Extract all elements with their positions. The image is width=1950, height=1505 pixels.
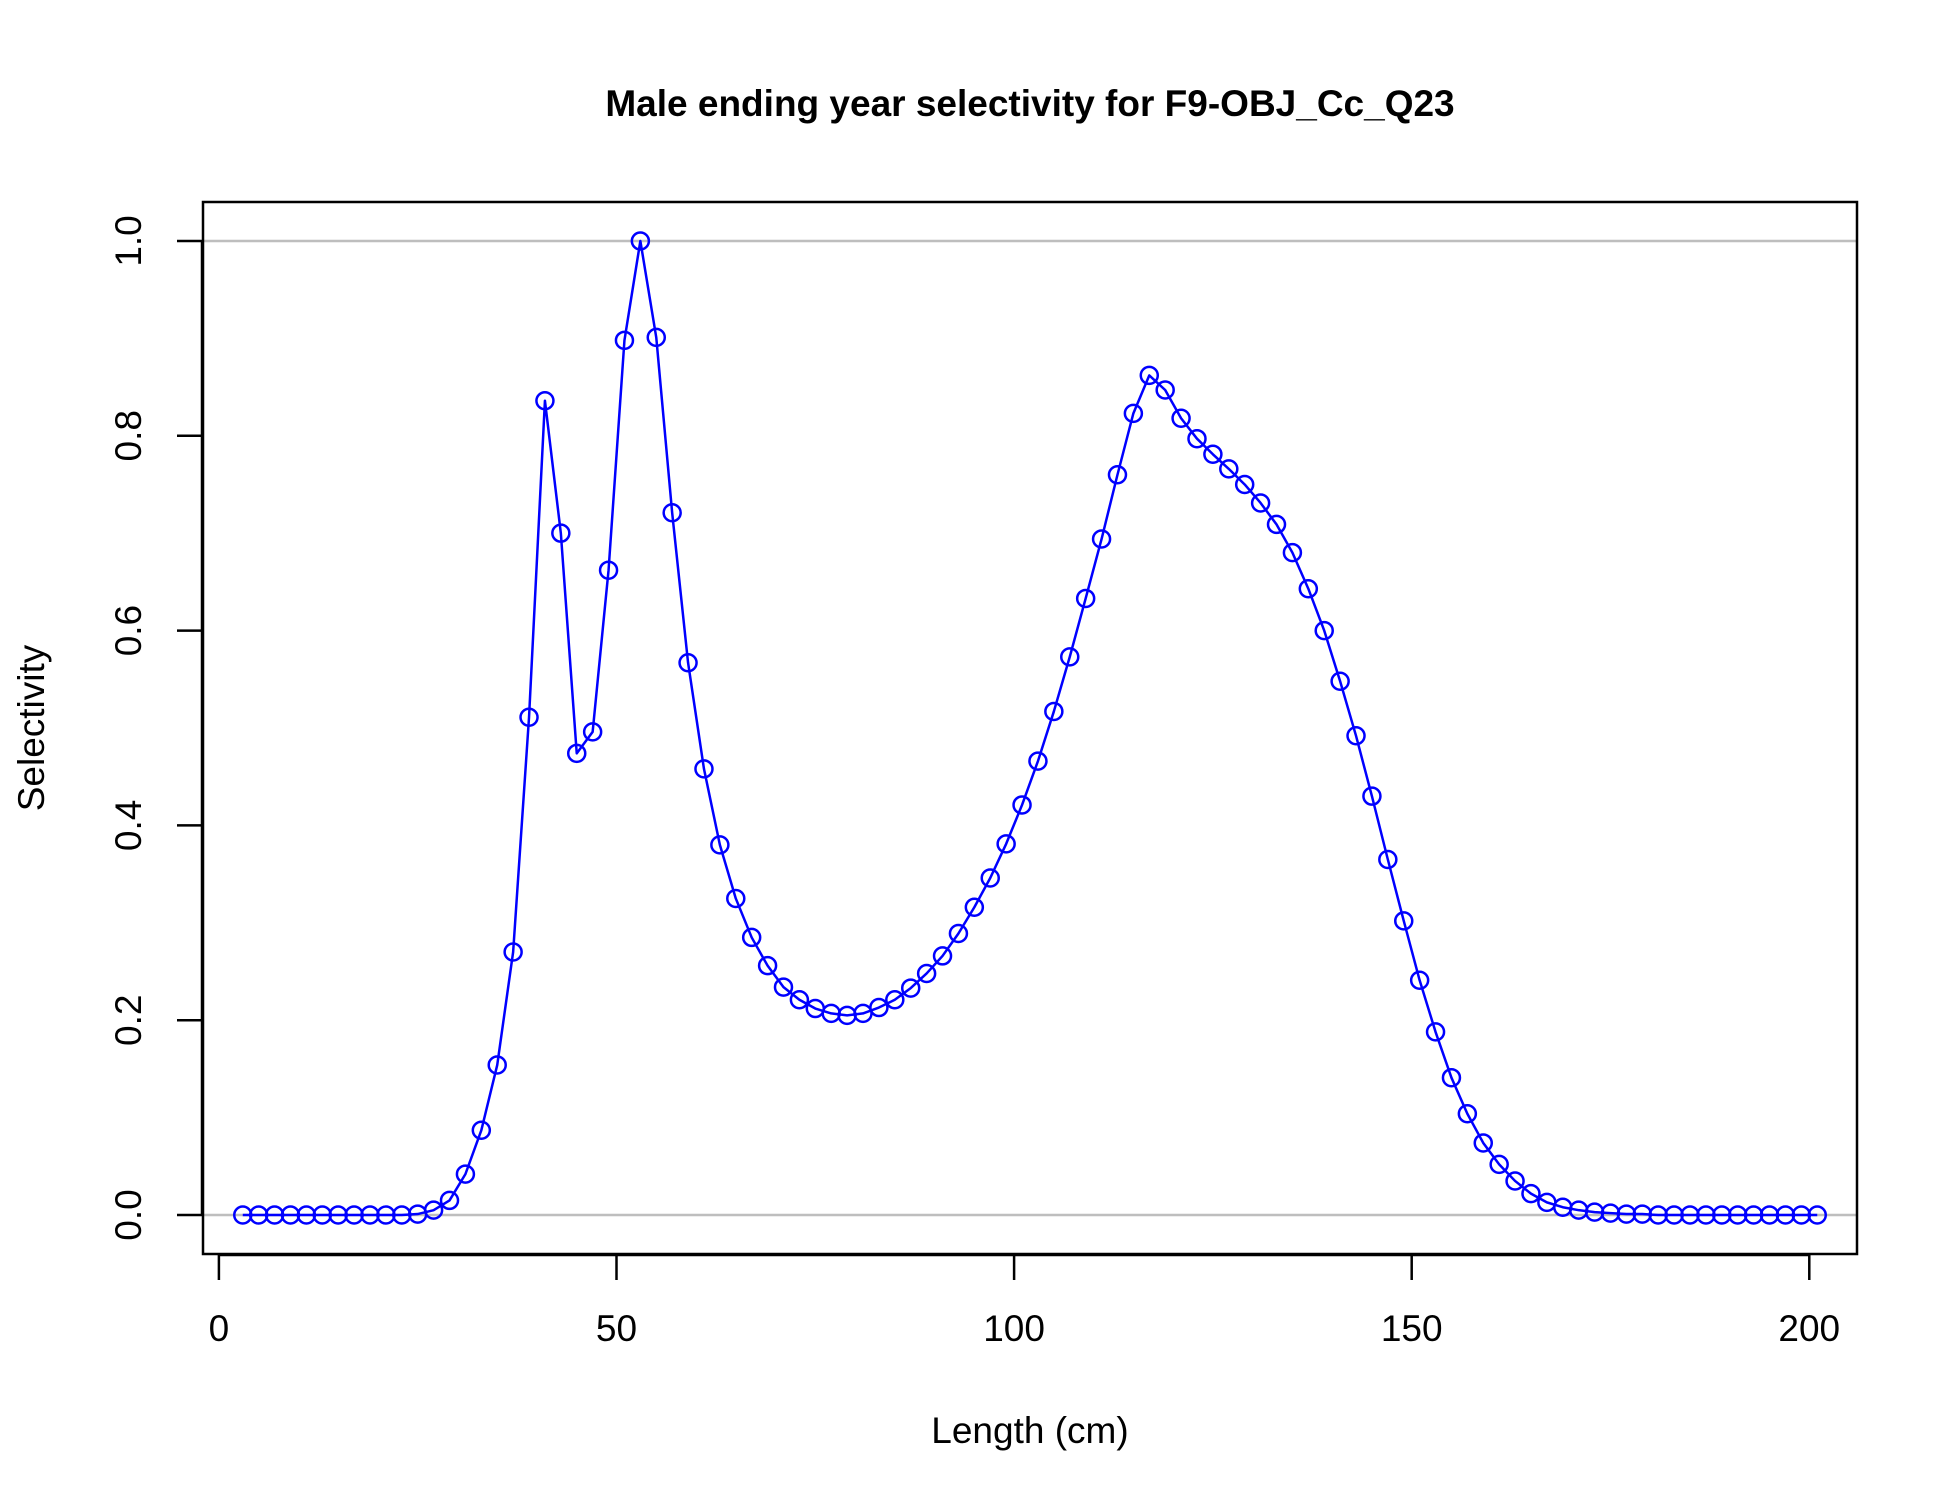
y-tick-label: 0.8 bbox=[108, 410, 149, 461]
data-point bbox=[741, 927, 762, 948]
data-point bbox=[1250, 493, 1271, 513]
y-tick-label: 0.4 bbox=[108, 800, 149, 851]
data-point bbox=[630, 231, 651, 251]
data-point bbox=[710, 835, 730, 855]
data-point bbox=[455, 1164, 476, 1184]
data-point bbox=[1155, 380, 1175, 400]
data-point bbox=[1203, 444, 1223, 465]
y-tick-label: 0.0 bbox=[108, 1189, 149, 1240]
data-point bbox=[948, 923, 969, 944]
data-point bbox=[1505, 1171, 1525, 1191]
x-tick-label: 0 bbox=[209, 1308, 230, 1349]
data-point bbox=[566, 743, 587, 764]
x-tick-label: 150 bbox=[1381, 1308, 1443, 1349]
data-point bbox=[1314, 620, 1334, 641]
data-point bbox=[869, 997, 889, 1018]
x-tick-label: 200 bbox=[1778, 1308, 1840, 1349]
data-point bbox=[757, 955, 778, 976]
data-point bbox=[1489, 1154, 1509, 1175]
data-point bbox=[503, 942, 523, 962]
data-point bbox=[1807, 1205, 1827, 1225]
data-point bbox=[694, 759, 714, 779]
plot-frame bbox=[201, 200, 1859, 1256]
y-tick-label: 0.2 bbox=[108, 995, 149, 1046]
data-point bbox=[1362, 786, 1382, 806]
data-point bbox=[678, 652, 698, 673]
data-point bbox=[1266, 514, 1287, 535]
data-point bbox=[1219, 459, 1239, 479]
data-point bbox=[1393, 911, 1414, 931]
data-point bbox=[1298, 578, 1319, 599]
data-point bbox=[614, 330, 635, 351]
data-point bbox=[1441, 1067, 1462, 1088]
data-point bbox=[535, 390, 555, 411]
data-point bbox=[964, 897, 985, 917]
data-point bbox=[1234, 474, 1255, 495]
data-point bbox=[1409, 970, 1430, 991]
data-point bbox=[1012, 795, 1032, 815]
data-point bbox=[1457, 1103, 1478, 1124]
y-tick-label: 1.0 bbox=[108, 215, 149, 266]
data-point bbox=[789, 990, 810, 1010]
data-point bbox=[551, 523, 571, 543]
data-point bbox=[439, 1190, 460, 1211]
data-point bbox=[1060, 647, 1080, 667]
data-point bbox=[1107, 464, 1128, 485]
data-point bbox=[726, 888, 746, 909]
data-point bbox=[1378, 849, 1398, 870]
x-axis-label: Length (cm) bbox=[931, 1410, 1128, 1451]
data-point bbox=[996, 834, 1016, 854]
data-point bbox=[1028, 751, 1048, 771]
data-point bbox=[582, 722, 603, 742]
data-point bbox=[1330, 671, 1350, 691]
data-point bbox=[1187, 428, 1207, 449]
data-point bbox=[1473, 1133, 1494, 1153]
data-point bbox=[916, 963, 937, 984]
data-point bbox=[1171, 408, 1191, 428]
data-point bbox=[487, 1055, 507, 1075]
y-axis: 0.0 0.2 0.4 0.6 0.8 1.0 bbox=[108, 215, 204, 1241]
data-point bbox=[1091, 529, 1112, 549]
reference-lines bbox=[203, 239, 1857, 1217]
y-axis-label: Selectivity bbox=[11, 644, 52, 811]
data-point bbox=[980, 868, 1000, 888]
data-point bbox=[1346, 726, 1366, 746]
data-point bbox=[885, 990, 905, 1010]
data-point bbox=[1521, 1183, 1541, 1204]
data-point bbox=[773, 977, 794, 997]
data-point bbox=[1139, 365, 1160, 386]
data-point bbox=[519, 707, 539, 728]
data-point bbox=[662, 502, 682, 523]
data-point bbox=[1123, 403, 1144, 424]
series-line bbox=[242, 239, 1818, 1217]
x-tick-label: 50 bbox=[596, 1308, 637, 1349]
series-layer bbox=[233, 231, 1827, 1225]
data-point bbox=[471, 1120, 492, 1141]
data-point bbox=[1425, 1022, 1446, 1042]
data-point bbox=[932, 946, 953, 966]
y-tick-label: 0.6 bbox=[108, 605, 149, 656]
data-point bbox=[646, 327, 667, 348]
x-tick-label: 100 bbox=[983, 1308, 1045, 1349]
data-point bbox=[1282, 542, 1303, 563]
data-point bbox=[598, 560, 619, 580]
x-axis: 0 50 100 150 200 bbox=[209, 1253, 1840, 1349]
data-point bbox=[423, 1200, 444, 1220]
data-point bbox=[900, 978, 921, 998]
data-point bbox=[1075, 588, 1096, 609]
chart-title: Male ending year selectivity for F9-OBJ_… bbox=[605, 83, 1454, 124]
data-point bbox=[1044, 701, 1064, 722]
